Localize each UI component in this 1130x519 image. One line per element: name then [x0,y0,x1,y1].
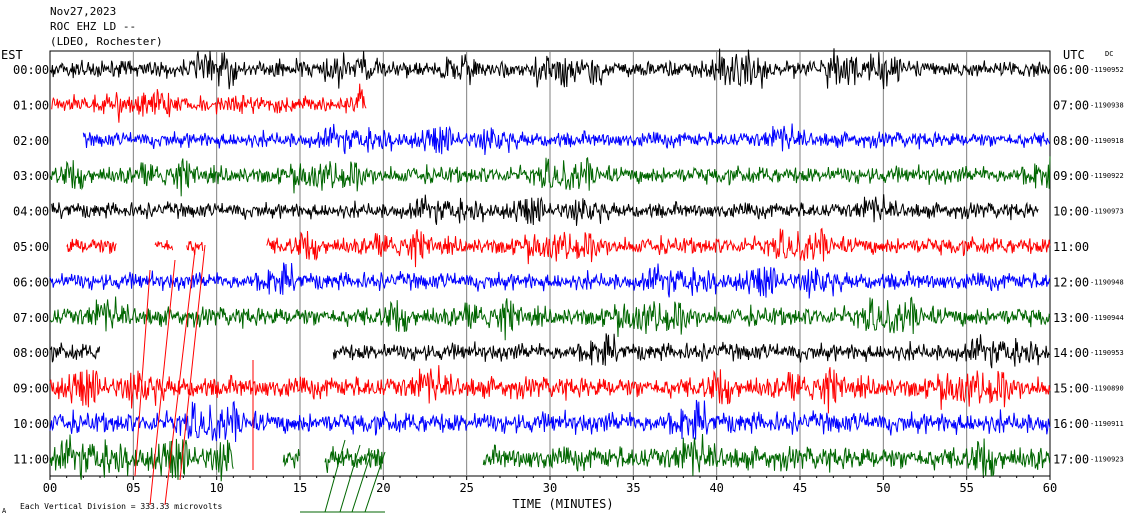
corner-mark: A [2,507,7,515]
trace-06:00 [49,262,1051,299]
utc-label-08:00: 08:00 [1053,134,1089,148]
dc-offset-17:00: -1190923 [1090,455,1124,463]
trace-05:00 [66,238,117,254]
est-label-00:00: 00:00 [13,63,49,77]
dc-offset-15:00: -1190890 [1090,385,1124,393]
utc-label-06:00: 06:00 [1053,63,1089,77]
trace-08:00 [49,342,101,363]
est-axis-title: EST [1,48,23,62]
x-axis-title: TIME (MINUTES) [512,497,613,511]
event-spike-green-0 [324,439,346,513]
est-label-05:00: 05:00 [13,240,49,254]
dc-offset-06:00: -1190952 [1090,66,1124,74]
utc-label-07:00: 07:00 [1053,98,1089,112]
trace-01:00 [51,83,367,123]
utc-label-17:00: 17:00 [1053,452,1089,466]
event-spike-green-1 [339,444,361,513]
event-spike-1 [149,259,176,506]
trace-05:00 [154,239,174,251]
utc-label-14:00: 14:00 [1053,346,1089,360]
event-spike-3 [179,244,206,481]
network-name: (LDEO, Rochester) [50,35,163,48]
trace-11:00 [324,446,384,473]
utc-label-16:00: 16:00 [1053,417,1089,431]
x-tick-label-20: 20 [376,481,390,495]
event-spike-0 [134,269,151,477]
x-tick-label-60: 60 [1043,481,1057,495]
x-tick-label-15: 15 [293,481,307,495]
utc-label-11:00: 11:00 [1053,240,1089,254]
x-tick-label-45: 45 [793,481,807,495]
est-label-06:00: 06:00 [13,275,49,289]
est-label-07:00: 07:00 [13,311,49,325]
trace-04:00 [51,194,1039,226]
utc-label-10:00: 10:00 [1053,205,1089,219]
station-code: ROC EHZ LD -- [50,20,137,33]
trace-11:00 [49,434,234,482]
trace-11:00 [282,449,300,469]
est-label-10:00: 10:00 [13,417,49,431]
dc-offset-13:00: -1190944 [1090,314,1124,322]
x-tick-label-55: 55 [959,481,973,495]
x-tick-label-00: 00 [43,481,57,495]
scale-note: Each Vertical Division = 333.33 microvol… [20,502,222,511]
est-label-03:00: 03:00 [13,169,49,183]
recording-date: Nov27,2023 [50,5,117,18]
dc-label: DC [1105,50,1113,58]
dc-offset-14:00: -1190953 [1090,349,1124,357]
dc-offset-10:00: -1190973 [1090,208,1124,216]
event-spike-green-3 [364,451,386,513]
x-tick-label-35: 35 [626,481,640,495]
plot-grid [49,50,1051,480]
est-label-08:00: 08:00 [13,346,49,360]
utc-label-13:00: 13:00 [1053,311,1089,325]
dc-offset-08:00: -1190918 [1090,137,1124,145]
seismogram-traces [49,48,1051,513]
x-tick-label-25: 25 [459,481,473,495]
dc-offset-09:00: -1190922 [1090,172,1124,180]
trace-02:00 [82,123,1051,156]
est-label-04:00: 04:00 [13,205,49,219]
axis-labels: 00 05 10 15 20 25 30 35 40 45 50 55 60 TIME (MINUTES)… [1,48,1124,515]
dc-offset-07:00: -1190938 [1090,101,1124,109]
x-tick-label-10: 10 [209,481,223,495]
event-spike-2 [164,249,196,506]
event-spike-green-2 [351,449,373,513]
x-tick-label-50: 50 [876,481,890,495]
utc-label-15:00: 15:00 [1053,382,1089,396]
utc-axis-title: UTC [1063,48,1085,62]
trace-07:00 [49,296,1051,341]
est-label-02:00: 02:00 [13,134,49,148]
utc-label-09:00: 09:00 [1053,169,1089,183]
dc-offset-12:00: -1190948 [1090,278,1124,286]
x-tick-label-40: 40 [709,481,723,495]
trace-03:00 [49,156,1051,197]
trace-09:00 [49,365,1051,414]
x-tick-label-05: 05 [126,481,140,495]
dc-offset-16:00: -1190911 [1090,420,1124,428]
trace-00:00 [49,48,1051,90]
est-label-11:00: 11:00 [13,452,49,466]
trace-11:00 [482,433,1051,477]
est-label-01:00: 01:00 [13,98,49,112]
trace-10:00 [49,399,1051,443]
trace-08:00 [332,333,1050,369]
x-tick-label-30: 30 [543,481,557,495]
trace-05:00 [266,227,1051,268]
utc-label-12:00: 12:00 [1053,275,1089,289]
est-label-09:00: 09:00 [13,382,49,396]
